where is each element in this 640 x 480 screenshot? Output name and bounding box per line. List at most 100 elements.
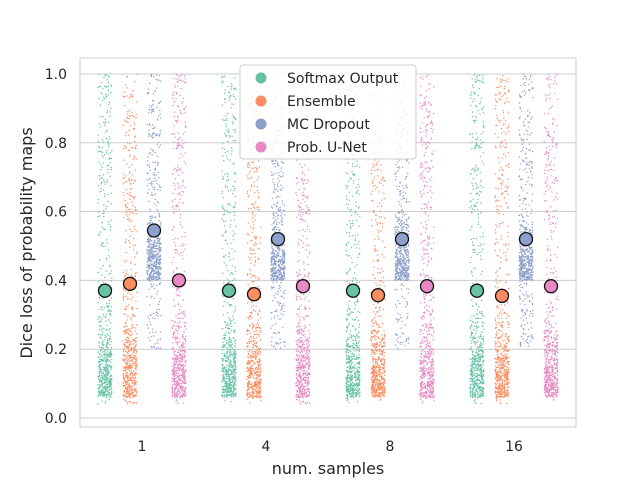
strip-point <box>134 135 136 137</box>
strip-point <box>479 344 481 346</box>
strip-point <box>254 207 256 209</box>
strip-point <box>129 374 132 376</box>
strip-point <box>223 336 226 339</box>
strip-point <box>470 346 472 348</box>
strip-point <box>104 354 106 356</box>
strip-point <box>350 227 352 229</box>
strip-point <box>508 124 510 126</box>
strip-point <box>246 333 248 335</box>
strip-point <box>227 173 229 175</box>
strip-point <box>127 304 130 306</box>
strip-point <box>224 231 227 234</box>
strip-point <box>130 263 132 265</box>
strip-point <box>108 338 111 340</box>
strip-point <box>99 346 101 348</box>
strip-point <box>503 123 505 125</box>
strip-point <box>124 342 126 344</box>
strip-point <box>104 361 106 363</box>
strip-point <box>222 81 224 83</box>
strip-point <box>475 119 477 122</box>
strip-point <box>132 249 135 251</box>
strip-point <box>499 377 501 380</box>
strip-point <box>357 256 359 259</box>
strip-point <box>125 305 128 308</box>
strip-point <box>348 368 351 370</box>
strip-point <box>472 178 474 180</box>
strip-point <box>109 388 111 390</box>
strip-point <box>253 244 255 247</box>
strip-point <box>476 384 478 386</box>
strip-point <box>375 188 377 191</box>
strip-point <box>477 317 479 320</box>
strip-point <box>100 329 103 331</box>
strip-point <box>223 301 226 303</box>
strip-point <box>253 185 255 187</box>
strip-point <box>373 380 375 382</box>
strip-point <box>134 169 137 171</box>
strip-point <box>347 374 350 376</box>
strip-point <box>135 213 137 215</box>
strip-point <box>135 231 137 233</box>
strip-point <box>473 209 475 211</box>
strip-point <box>347 185 349 188</box>
strip-point <box>382 240 384 242</box>
strip-point <box>126 403 129 405</box>
strip-point <box>247 162 249 165</box>
strip-point <box>108 264 111 267</box>
strip-point <box>234 206 236 209</box>
strip-point <box>495 147 497 149</box>
strip-point <box>230 219 232 221</box>
strip-point <box>130 366 132 368</box>
strip-point <box>131 296 134 299</box>
strip-point <box>128 180 131 182</box>
strip-point <box>231 265 233 267</box>
strip-point <box>232 114 234 116</box>
strip-point <box>473 381 475 383</box>
strip-point <box>352 343 354 345</box>
strip-point <box>380 216 383 218</box>
strip-point <box>109 382 111 384</box>
strip-point <box>254 396 256 398</box>
strip-point <box>222 214 225 216</box>
strip-point <box>130 327 133 329</box>
strip-point <box>104 121 107 123</box>
strip-point <box>346 357 348 359</box>
strip-point <box>476 375 479 377</box>
strip-point <box>122 396 125 398</box>
strip-point <box>227 355 229 357</box>
strip-point <box>104 85 106 88</box>
strip-point <box>381 226 384 228</box>
strip-point <box>374 248 376 250</box>
strip-point <box>222 367 224 369</box>
strip-point <box>475 360 477 362</box>
strip-point <box>107 121 110 124</box>
strip-point <box>482 351 484 353</box>
strip-point <box>248 341 250 343</box>
strip-point <box>373 176 376 178</box>
strip-point <box>230 350 232 352</box>
strip-point <box>377 168 379 171</box>
strip-point <box>358 331 360 333</box>
strip-point <box>503 377 506 379</box>
strip-point <box>228 364 231 366</box>
strip-point <box>356 299 359 301</box>
strip-point <box>227 368 230 370</box>
strip-point <box>373 369 376 372</box>
strip-point <box>380 371 382 374</box>
strip-point <box>248 380 250 382</box>
strip-point <box>228 317 230 319</box>
strip-point <box>101 363 103 365</box>
strip-point <box>99 380 102 382</box>
strip-point <box>110 192 113 194</box>
strip-point <box>499 98 502 101</box>
strip-point <box>130 261 132 263</box>
strip-point <box>348 199 351 201</box>
strip-point <box>359 360 361 363</box>
strip-point <box>222 75 224 78</box>
strip-point <box>253 370 255 372</box>
strip-point <box>123 296 125 298</box>
strip-0-1 <box>221 75 237 403</box>
strip-point <box>223 346 225 348</box>
strip-point <box>473 148 476 150</box>
strip-point <box>477 357 480 359</box>
